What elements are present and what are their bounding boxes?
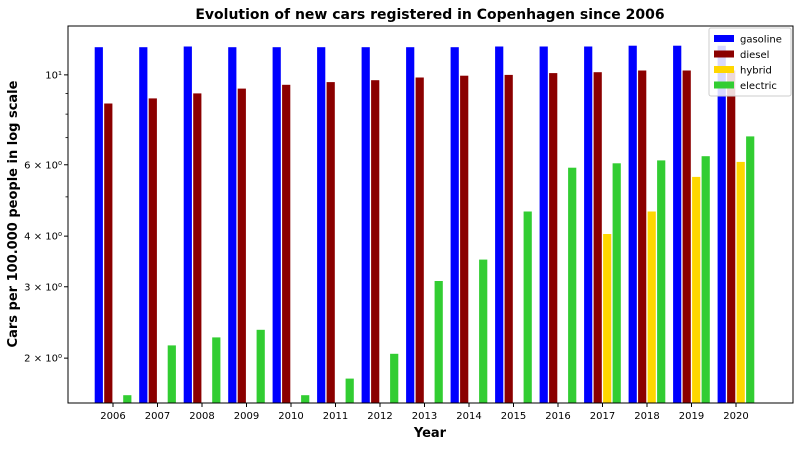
bar-electric-2012: [390, 353, 399, 403]
legend-box: [708, 27, 792, 97]
bar-gasoline-2009: [228, 47, 237, 403]
bar-gasoline-2011: [317, 47, 326, 403]
x-tick-label-2010: 2010: [278, 411, 303, 422]
x-tick-label-2019: 2019: [679, 411, 704, 422]
bar-gasoline-2020: [717, 45, 726, 403]
x-tick-label-2007: 2007: [145, 411, 170, 422]
bar-diesel-2020: [727, 70, 736, 403]
bar-gasoline-2010: [272, 47, 281, 403]
legend-swatch-gasoline: [714, 35, 734, 42]
x-tick-label-2009: 2009: [234, 411, 259, 422]
y-axis: 2 × 10⁰ 3 × 10⁰ 4 × 10⁰ 6 × 10⁰ 10¹: [24, 70, 68, 365]
bar-gasoline-2007: [139, 47, 148, 403]
bar-hybrid-2019: [692, 176, 701, 403]
bar-diesel-2016: [549, 73, 558, 403]
bar-electric-2017: [612, 163, 621, 403]
bar-electric-2014: [479, 259, 488, 403]
bar-hybrid-2018: [647, 211, 656, 403]
bar-gasoline-2006: [94, 47, 103, 403]
bar-diesel-2019: [682, 70, 691, 403]
bar-gasoline-2012: [361, 47, 370, 403]
x-tick-label-2006: 2006: [100, 411, 125, 422]
bar-electric-2006: [123, 395, 132, 403]
legend-label-gasoline: gasoline: [740, 35, 782, 46]
x-tick-label-2014: 2014: [456, 411, 481, 422]
bar-diesel-2013: [415, 77, 424, 403]
bar-electric-2011: [345, 378, 354, 403]
plot-frame: [67, 25, 794, 404]
bar-electric-2019: [701, 156, 710, 403]
bar-gasoline-2008: [183, 46, 192, 403]
bar-diesel-2006: [104, 103, 113, 403]
bar-diesel-2009: [237, 88, 246, 403]
x-tick-label-2020: 2020: [723, 411, 748, 422]
x-tick-label-2015: 2015: [501, 411, 526, 422]
x-tick-label-2018: 2018: [634, 411, 659, 422]
x-tick-label-2012: 2012: [367, 411, 392, 422]
bar-gasoline-2016: [539, 46, 548, 403]
chart-title: Evolution of new cars registered in Cope…: [195, 7, 664, 23]
y-tick-label-2: 2 × 10⁰: [24, 354, 62, 365]
bar-gasoline-2014: [450, 47, 459, 403]
x-axis: 2006 2007 2008 2009 2010 2011 2012 2013 2014 2015…: [100, 403, 749, 422]
bars-layer: [94, 45, 755, 404]
bar-electric-2015: [523, 211, 532, 403]
bar-diesel-2017: [593, 72, 602, 403]
legend-swatch-hybrid: [714, 66, 734, 73]
bar-electric-2009: [256, 329, 265, 403]
legend-swatch-diesel: [714, 50, 734, 58]
x-tick-label-2008: 2008: [189, 411, 214, 422]
bar-electric-2020: [746, 136, 755, 403]
bar-gasoline-2013: [406, 47, 415, 403]
y-tick-label-10: 10¹: [45, 70, 62, 81]
bar-diesel-2010: [282, 84, 291, 404]
bar-electric-2010: [301, 395, 310, 403]
x-tick-label-2011: 2011: [323, 411, 348, 422]
bar-diesel-2015: [504, 74, 513, 404]
y-tick-label-6: 6 × 10⁰: [24, 160, 62, 171]
legend-swatch-electric: [714, 81, 734, 89]
bar-electric-2008: [212, 337, 221, 403]
bar-hybrid-2017: [603, 234, 612, 403]
bar-gasoline-2019: [673, 45, 682, 403]
y-tick-label-4: 4 × 10⁰: [24, 232, 62, 243]
bar-diesel-2012: [371, 80, 380, 403]
y-axis-label: Cars per 100.000 people in log scale: [6, 80, 21, 347]
legend-label-electric: electric: [740, 81, 777, 92]
y-tick-label-3: 3 × 10⁰: [24, 282, 62, 293]
bar-electric-2013: [434, 281, 443, 403]
x-axis-label: Year: [413, 426, 447, 441]
bar-gasoline-2015: [495, 46, 504, 403]
bar-electric-2016: [568, 167, 577, 403]
x-tick-label-2013: 2013: [412, 411, 437, 422]
bar-diesel-2007: [148, 98, 157, 404]
x-tick-label-2017: 2017: [590, 411, 615, 422]
legend-label-diesel: diesel: [740, 50, 769, 61]
bar-electric-2018: [657, 160, 666, 403]
bar-hybrid-2020: [736, 161, 745, 403]
bar-diesel-2011: [326, 82, 335, 403]
bar-diesel-2008: [193, 93, 202, 404]
bar-gasoline-2017: [584, 46, 593, 403]
legend-label-hybrid: hybrid: [740, 66, 772, 77]
legend: gasoline diesel hybrid electric: [708, 27, 792, 97]
bar-diesel-2014: [460, 75, 469, 403]
bar-gasoline-2018: [628, 45, 637, 403]
bar-electric-2007: [167, 345, 176, 403]
bar-diesel-2018: [638, 70, 647, 403]
x-tick-label-2016: 2016: [545, 411, 570, 422]
